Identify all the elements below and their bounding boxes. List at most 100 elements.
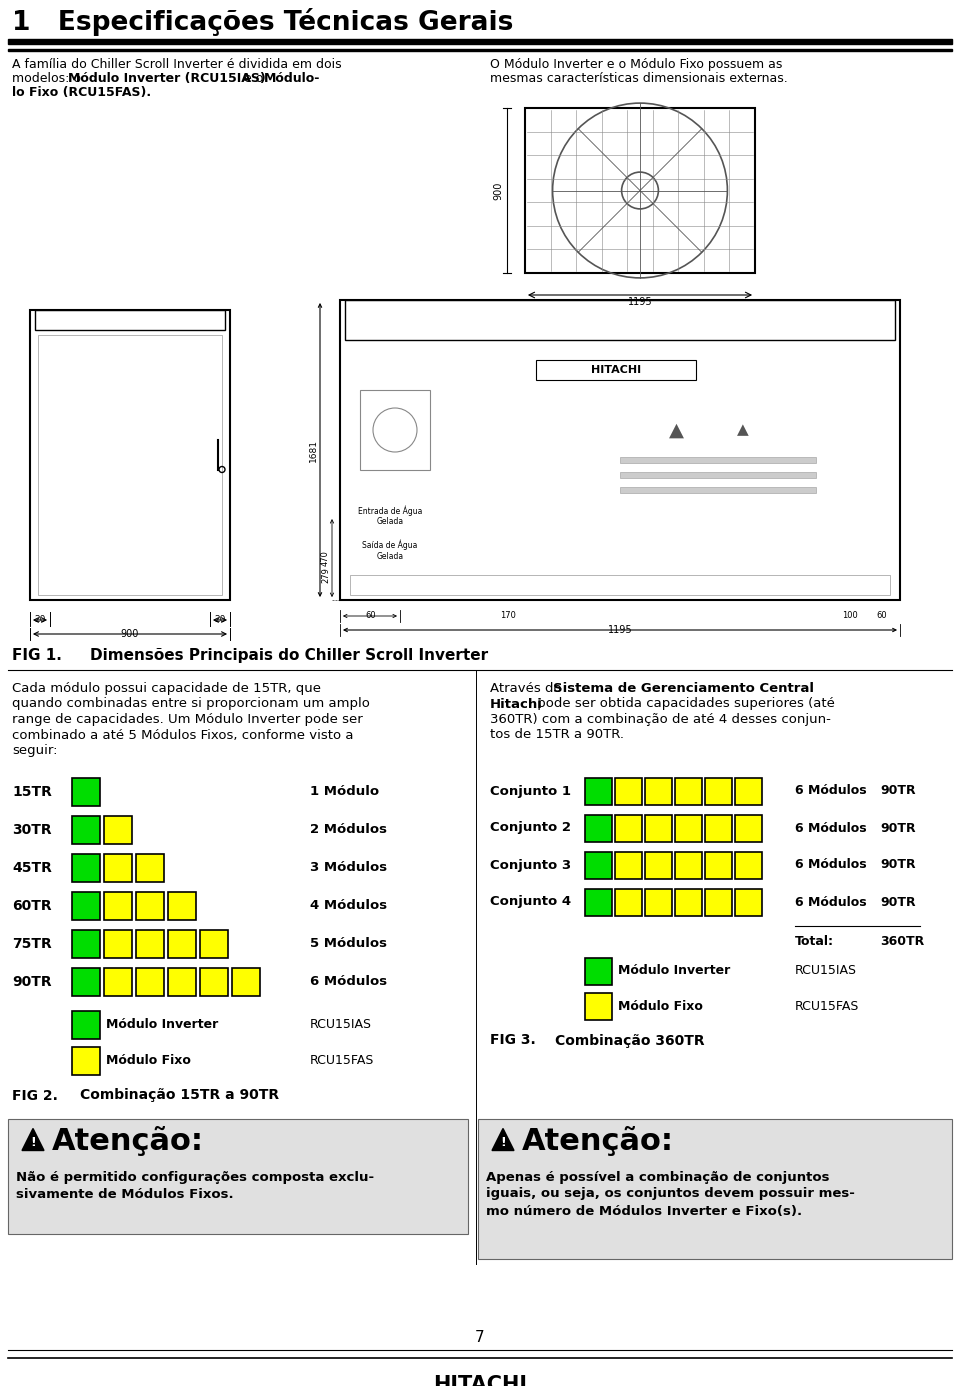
- Text: ▲: ▲: [668, 420, 684, 439]
- Text: 1195: 1195: [628, 297, 652, 308]
- Text: 900: 900: [121, 629, 139, 639]
- Text: 90TR: 90TR: [12, 974, 52, 988]
- Bar: [345, 299, 895, 340]
- Text: 30TR: 30TR: [12, 822, 52, 837]
- Bar: [620, 457, 816, 463]
- Text: Dimensões Principais do Chiller Scroll Inverter: Dimensões Principais do Chiller Scroll I…: [90, 649, 488, 663]
- Text: 360TR) com a combinação de até 4 desses conjun-: 360TR) com a combinação de até 4 desses …: [490, 712, 830, 726]
- Text: Conjunto 2: Conjunto 2: [490, 822, 571, 834]
- Bar: [585, 851, 612, 879]
- Bar: [72, 854, 100, 881]
- Bar: [675, 851, 702, 879]
- Bar: [104, 854, 132, 881]
- Bar: [585, 992, 612, 1020]
- Text: RCU15IAS: RCU15IAS: [310, 1017, 372, 1031]
- Text: RCU15IAS: RCU15IAS: [795, 965, 857, 977]
- Text: Atenção:: Atenção:: [52, 1127, 204, 1156]
- Text: !: !: [500, 1135, 506, 1149]
- Text: Sistema de Gerenciamento Central: Sistema de Gerenciamento Central: [553, 682, 814, 694]
- Text: 60: 60: [365, 611, 375, 621]
- Text: Módulo Inverter (RCU15IAS): Módulo Inverter (RCU15IAS): [68, 72, 266, 85]
- Text: 15TR: 15TR: [12, 784, 52, 798]
- Text: quando combinadas entre si proporcionam um amplo: quando combinadas entre si proporcionam …: [12, 697, 370, 711]
- Bar: [350, 575, 890, 595]
- Text: 2 Módulos: 2 Módulos: [310, 823, 387, 836]
- Text: 3 Módulos: 3 Módulos: [310, 861, 387, 875]
- Text: 470: 470: [321, 550, 330, 565]
- Text: Módulo-: Módulo-: [264, 72, 321, 85]
- Text: FIG 3.: FIG 3.: [490, 1034, 536, 1048]
- Text: range de capacidades. Um Módulo Inverter pode ser: range de capacidades. Um Módulo Inverter…: [12, 712, 363, 726]
- Text: FIG 1.: FIG 1.: [12, 649, 61, 663]
- Text: 6 Módulos: 6 Módulos: [795, 895, 867, 908]
- Text: 20: 20: [35, 615, 46, 625]
- Text: HITACHI: HITACHI: [591, 365, 641, 376]
- Text: e o: e o: [240, 72, 268, 85]
- Bar: [615, 778, 642, 804]
- Bar: [72, 815, 100, 844]
- Text: 20: 20: [214, 615, 226, 625]
- Bar: [104, 815, 132, 844]
- Bar: [585, 888, 612, 916]
- Bar: [705, 888, 732, 916]
- Text: 1   Especificações Técnicas Gerais: 1 Especificações Técnicas Gerais: [12, 8, 514, 36]
- Text: Entrada de Água
Gelada: Entrada de Água Gelada: [358, 505, 422, 525]
- Text: Total:: Total:: [795, 936, 834, 948]
- Text: iguais, ou seja, os conjuntos devem possuir mes-: iguais, ou seja, os conjuntos devem poss…: [486, 1188, 854, 1200]
- Text: 4 Módulos: 4 Módulos: [310, 900, 387, 912]
- Text: 7: 7: [475, 1331, 485, 1344]
- Text: Não é permitido configurações composta exclu-: Não é permitido configurações composta e…: [16, 1171, 374, 1184]
- Bar: [620, 486, 816, 493]
- Bar: [735, 851, 762, 879]
- Bar: [232, 967, 260, 995]
- Bar: [620, 473, 816, 478]
- Text: mo número de Módulos Inverter e Fixo(s).: mo número de Módulos Inverter e Fixo(s).: [486, 1204, 803, 1217]
- Text: seguir:: seguir:: [12, 744, 58, 757]
- Text: 5 Módulos: 5 Módulos: [310, 937, 387, 949]
- Text: 60: 60: [876, 611, 887, 621]
- Bar: [585, 815, 612, 841]
- Text: 60TR: 60TR: [12, 898, 52, 912]
- Text: tos de 15TR a 90TR.: tos de 15TR a 90TR.: [490, 729, 624, 742]
- Bar: [675, 815, 702, 841]
- Bar: [72, 778, 100, 805]
- Text: 1681: 1681: [309, 438, 318, 462]
- Bar: [8, 39, 952, 44]
- Bar: [104, 891, 132, 919]
- Text: Através do: Através do: [490, 682, 565, 694]
- Bar: [72, 930, 100, 958]
- Bar: [675, 778, 702, 804]
- Polygon shape: [22, 1128, 44, 1150]
- Bar: [340, 299, 900, 600]
- Text: 90TR: 90TR: [880, 822, 916, 834]
- Text: sivamente de Módulos Fixos.: sivamente de Módulos Fixos.: [16, 1188, 233, 1200]
- Text: 6 Módulos: 6 Módulos: [795, 784, 867, 797]
- Text: mesmas características dimensionais externas.: mesmas características dimensionais exte…: [490, 72, 788, 85]
- Text: Conjunto 1: Conjunto 1: [490, 784, 571, 797]
- Text: Apenas é possível a combinação de conjuntos: Apenas é possível a combinação de conjun…: [486, 1171, 829, 1184]
- Bar: [705, 778, 732, 804]
- Bar: [104, 930, 132, 958]
- Text: Hitachi: Hitachi: [490, 697, 542, 711]
- Bar: [8, 1119, 468, 1234]
- Text: Cada módulo possui capacidade de 15TR, que: Cada módulo possui capacidade de 15TR, q…: [12, 682, 321, 694]
- Text: pode ser obtida capacidades superiores (até: pode ser obtida capacidades superiores (…: [533, 697, 835, 711]
- Bar: [705, 815, 732, 841]
- Bar: [645, 815, 672, 841]
- Bar: [136, 930, 164, 958]
- Bar: [104, 967, 132, 995]
- Text: Módulo Fixo: Módulo Fixo: [106, 1053, 191, 1067]
- Text: Conjunto 3: Conjunto 3: [490, 858, 571, 872]
- Bar: [136, 891, 164, 919]
- Bar: [585, 778, 612, 804]
- Text: 900: 900: [493, 182, 503, 200]
- Text: 360TR: 360TR: [880, 936, 924, 948]
- Text: RCU15FAS: RCU15FAS: [310, 1053, 374, 1067]
- Bar: [536, 360, 696, 380]
- Text: !: !: [30, 1135, 36, 1149]
- Bar: [72, 1010, 100, 1038]
- Bar: [645, 851, 672, 879]
- Text: 90TR: 90TR: [880, 858, 916, 872]
- Bar: [136, 967, 164, 995]
- Polygon shape: [492, 1128, 514, 1150]
